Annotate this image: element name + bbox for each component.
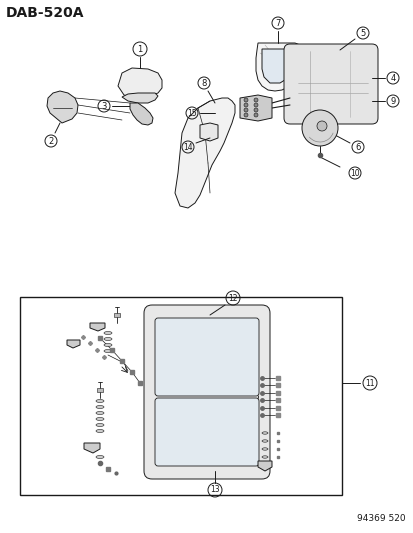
Bar (114, 313, 120, 317)
Circle shape (254, 103, 257, 107)
Ellipse shape (96, 411, 104, 415)
Polygon shape (261, 49, 293, 83)
Text: 4: 4 (389, 74, 395, 83)
Ellipse shape (96, 430, 104, 432)
Ellipse shape (104, 332, 112, 335)
Circle shape (243, 98, 247, 102)
Text: 2: 2 (48, 136, 54, 146)
Text: 13: 13 (210, 486, 219, 495)
Text: 14: 14 (183, 142, 192, 151)
FancyBboxPatch shape (144, 305, 269, 479)
Text: 8: 8 (201, 78, 206, 87)
Text: 7: 7 (275, 19, 280, 28)
Polygon shape (122, 93, 158, 103)
Text: 10: 10 (349, 168, 359, 177)
Ellipse shape (104, 350, 112, 352)
Ellipse shape (104, 337, 112, 341)
Ellipse shape (96, 406, 104, 408)
Text: 6: 6 (354, 142, 360, 151)
Text: 94369 520: 94369 520 (356, 514, 405, 523)
Text: 12: 12 (228, 294, 237, 303)
Ellipse shape (96, 417, 104, 421)
Ellipse shape (261, 432, 267, 434)
Ellipse shape (261, 440, 267, 442)
FancyBboxPatch shape (154, 318, 259, 396)
Circle shape (243, 103, 247, 107)
FancyBboxPatch shape (283, 44, 377, 124)
Polygon shape (255, 43, 301, 91)
Ellipse shape (261, 448, 267, 450)
Text: 9: 9 (389, 96, 395, 106)
Polygon shape (240, 95, 271, 121)
Polygon shape (118, 68, 161, 98)
Bar (20, 297, 341, 495)
Text: 5: 5 (359, 28, 365, 37)
Ellipse shape (261, 456, 267, 458)
Ellipse shape (96, 456, 104, 458)
Polygon shape (199, 123, 218, 141)
FancyBboxPatch shape (154, 398, 259, 466)
Polygon shape (257, 461, 271, 471)
Circle shape (254, 113, 257, 117)
Text: 3: 3 (101, 101, 107, 110)
Polygon shape (67, 340, 80, 348)
Bar (97, 388, 103, 392)
Circle shape (254, 108, 257, 112)
Circle shape (301, 110, 337, 146)
Polygon shape (175, 98, 235, 208)
Circle shape (243, 108, 247, 112)
Text: 1: 1 (137, 44, 142, 53)
Ellipse shape (96, 400, 104, 402)
Polygon shape (130, 103, 153, 125)
Text: 15: 15 (187, 109, 196, 117)
Ellipse shape (104, 343, 112, 346)
Text: 11: 11 (364, 378, 374, 387)
Circle shape (254, 98, 257, 102)
Polygon shape (90, 323, 105, 331)
Polygon shape (84, 443, 100, 453)
Circle shape (243, 113, 247, 117)
Ellipse shape (96, 424, 104, 426)
Text: DAB-520A: DAB-520A (6, 6, 84, 20)
Polygon shape (47, 91, 78, 123)
Circle shape (316, 121, 326, 131)
